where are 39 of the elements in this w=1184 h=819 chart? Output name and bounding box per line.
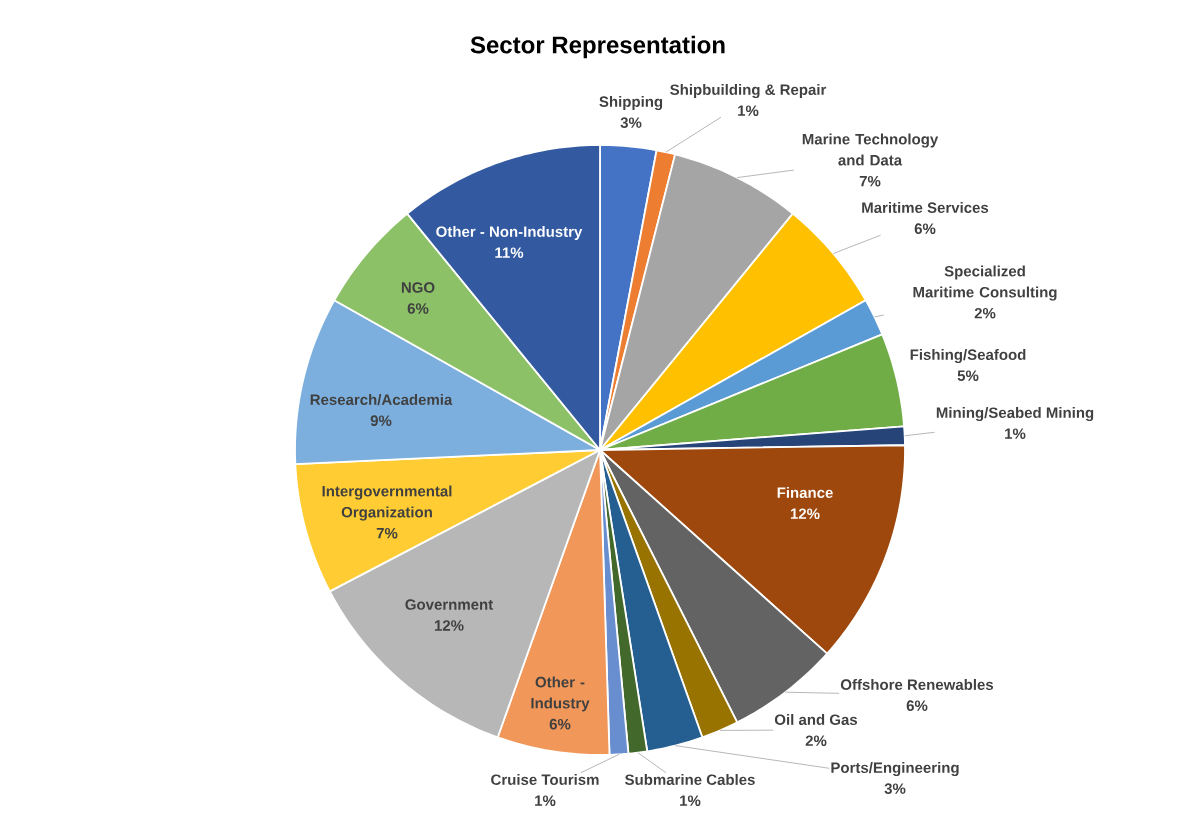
slice-label: Shipping — [599, 95, 663, 111]
data-label: 7% — [376, 527, 398, 539]
slice-label: Marine Technology and Data — [802, 133, 939, 166]
slice-label: Cruise Tourism — [491, 773, 599, 785]
slice-label: Other - Non-Industry — [436, 226, 583, 240]
data-label: 1% — [738, 105, 759, 116]
data-label: 6% — [407, 303, 429, 314]
slice-label: Maritime Services — [862, 201, 989, 213]
slice-label: Mining/Seabed Mining — [936, 406, 1094, 422]
data-label: 1% — [1005, 428, 1026, 439]
slice-label: Fishing/Seafood — [910, 348, 1026, 364]
data-label: 2% — [805, 735, 827, 746]
slice-label: Finance — [777, 486, 833, 498]
slice-label: Submarine Cables — [625, 773, 755, 785]
data-label: 3% — [884, 783, 906, 795]
slice-label: Ports/Engineering — [831, 761, 959, 777]
slice-label: Intergovernmental Organization — [322, 485, 452, 521]
data-label: 7% — [859, 175, 881, 187]
slice-label: Specialized Maritime Consulting — [913, 265, 1057, 301]
slice-label: Shipbuilding & Repair — [670, 84, 827, 99]
data-label: 5% — [957, 370, 979, 381]
data-label: 12% — [790, 508, 820, 519]
slice-label: Research/Academia — [310, 393, 453, 406]
data-label: 1% — [535, 795, 556, 806]
slice-label: Oil and Gas — [774, 713, 858, 725]
data-label: 2% — [974, 307, 996, 319]
data-label: 6% — [914, 223, 936, 234]
data-label: 6% — [549, 718, 571, 730]
data-label: 6% — [906, 700, 928, 711]
chart-title: Sector Representation — [470, 35, 725, 59]
slice-label: NGO — [401, 282, 435, 293]
data-label: 1% — [680, 795, 701, 806]
data-label: 3% — [620, 117, 642, 129]
data-label: 9% — [370, 415, 392, 426]
data-label: 12% — [434, 620, 464, 631]
data-label: 11% — [495, 247, 524, 258]
slice-label: Offshore Renewables — [840, 678, 994, 690]
slice-label: Other - Industry — [531, 676, 590, 712]
slice-label: Government — [405, 599, 493, 610]
